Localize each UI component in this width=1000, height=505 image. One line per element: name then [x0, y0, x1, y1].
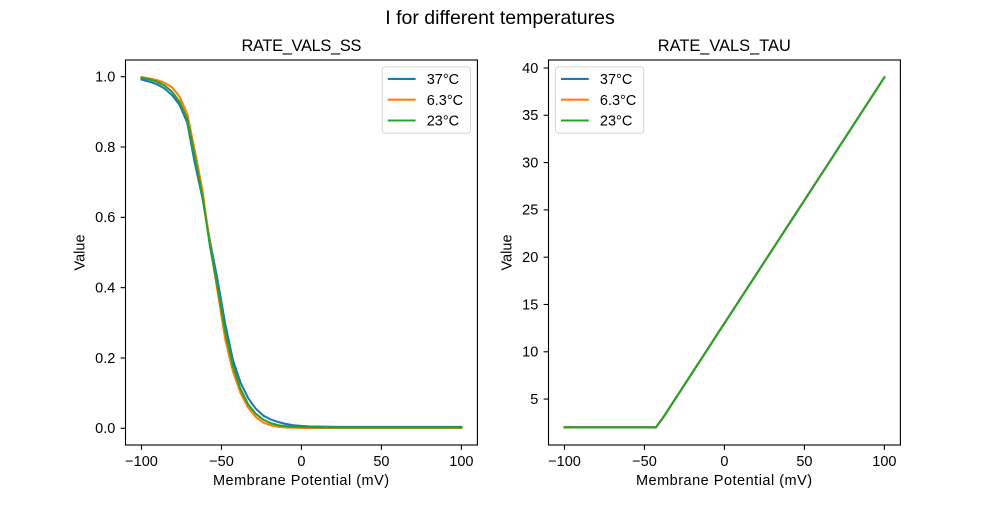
svg-text:0.4: 0.4	[95, 280, 115, 296]
svg-text:100: 100	[872, 454, 896, 470]
svg-text:40: 40	[522, 61, 538, 77]
svg-text:Value: Value	[500, 234, 516, 270]
svg-text:0.8: 0.8	[95, 140, 115, 156]
svg-text:35: 35	[522, 108, 538, 124]
svg-text:6.3°C: 6.3°C	[427, 93, 463, 109]
svg-text:37°C: 37°C	[427, 72, 459, 88]
svg-text:25: 25	[522, 203, 538, 219]
svg-text:20: 20	[522, 250, 538, 266]
svg-text:0: 0	[720, 454, 728, 470]
svg-text:−50: −50	[209, 454, 234, 470]
svg-text:50: 50	[373, 454, 389, 470]
svg-text:10: 10	[522, 345, 538, 361]
svg-text:Value: Value	[73, 234, 89, 270]
svg-text:0.6: 0.6	[95, 210, 115, 226]
svg-text:37°C: 37°C	[600, 72, 632, 88]
svg-text:−100: −100	[548, 454, 581, 470]
svg-text:0.0: 0.0	[95, 421, 115, 437]
svg-text:−50: −50	[632, 454, 657, 470]
svg-text:Membrane Potential (mV): Membrane Potential (mV)	[213, 473, 390, 489]
svg-text:5: 5	[530, 392, 538, 408]
svg-text:RATE_VALS_TAU: RATE_VALS_TAU	[658, 37, 791, 55]
svg-text:15: 15	[522, 297, 538, 313]
svg-text:23°C: 23°C	[600, 114, 632, 130]
svg-text:RATE_VALS_SS: RATE_VALS_SS	[241, 37, 361, 55]
svg-text:23°C: 23°C	[427, 114, 459, 130]
svg-text:30: 30	[522, 155, 538, 171]
svg-text:−100: −100	[125, 454, 158, 470]
svg-text:0.2: 0.2	[95, 351, 115, 367]
svg-text:Membrane Potential (mV): Membrane Potential (mV)	[636, 473, 813, 489]
svg-text:6.3°C: 6.3°C	[600, 93, 636, 109]
svg-text:1.0: 1.0	[95, 70, 115, 86]
svg-text:100: 100	[449, 454, 473, 470]
svg-text:50: 50	[796, 454, 812, 470]
svg-text:I for different temperatures: I for different temperatures	[385, 7, 615, 29]
svg-text:0: 0	[297, 454, 305, 470]
